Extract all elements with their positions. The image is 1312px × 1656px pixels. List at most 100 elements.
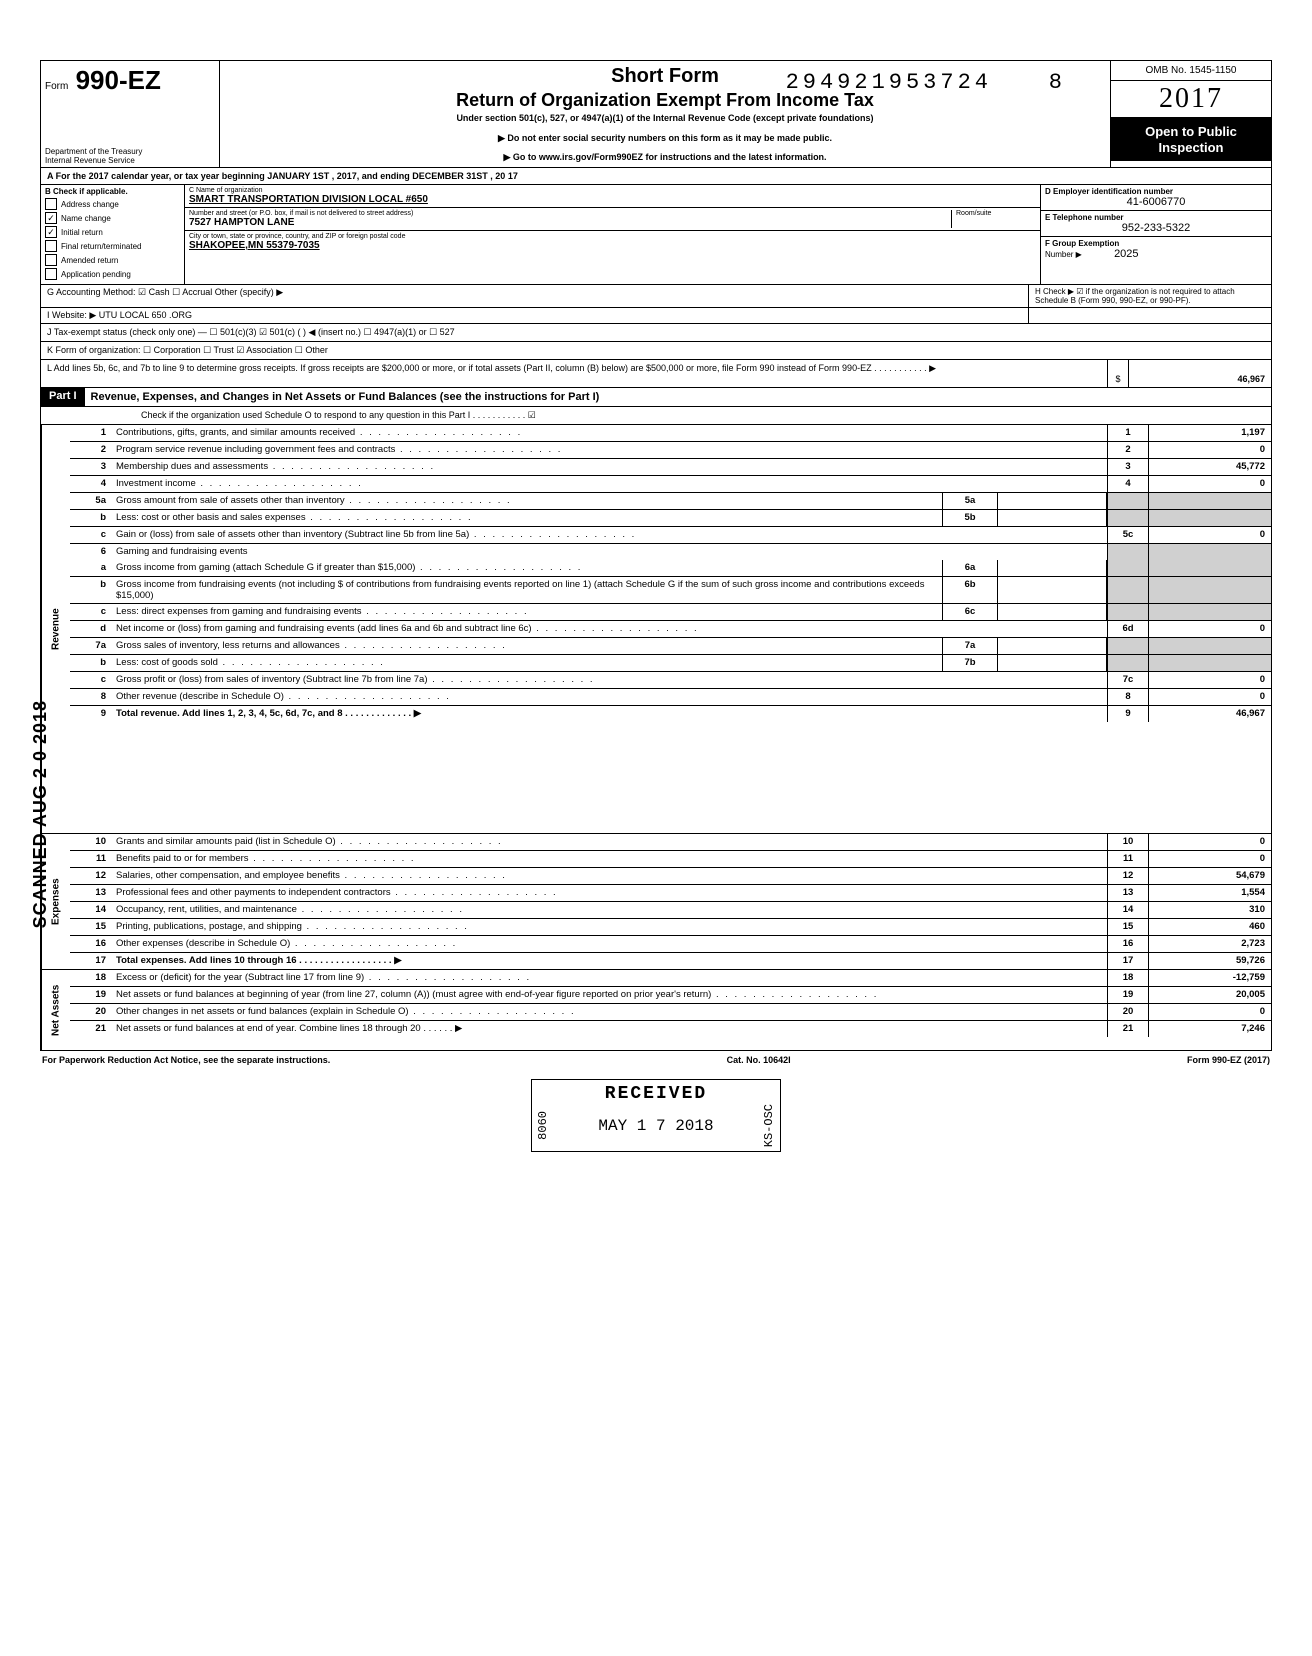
cb-name-change[interactable]: ✓Name change bbox=[45, 212, 180, 224]
right-num: 17 bbox=[1107, 953, 1148, 969]
right-val: 45,772 bbox=[1148, 459, 1271, 475]
form-header: Form 990-EZ Department of the Treasury I… bbox=[40, 60, 1272, 168]
right-val-shaded bbox=[1148, 560, 1271, 576]
room-label: Room/suite bbox=[956, 210, 1036, 217]
mid-box: 6c bbox=[942, 604, 998, 620]
right-num-shaded bbox=[1107, 655, 1148, 671]
right-num-shaded bbox=[1107, 560, 1148, 576]
line-text: Less: direct expenses from gaming and fu… bbox=[112, 604, 942, 620]
footer-cat-no: Cat. No. 10642I bbox=[727, 1055, 791, 1065]
line-5b: b Less: cost or other basis and sales ex… bbox=[70, 510, 1271, 527]
side-label-revenue: Revenue bbox=[41, 425, 70, 833]
line-num: 3 bbox=[70, 459, 112, 475]
right-val: 0 bbox=[1148, 476, 1271, 492]
inspection: Inspection bbox=[1113, 140, 1269, 156]
right-val-shaded bbox=[1148, 510, 1271, 526]
mid-box: 5b bbox=[942, 510, 998, 526]
line-num: 1 bbox=[70, 425, 112, 441]
part1-header-row: Part I Revenue, Expenses, and Changes in… bbox=[40, 388, 1272, 407]
line-num: 6 bbox=[70, 544, 112, 560]
cb-initial-return[interactable]: ✓Initial return bbox=[45, 226, 180, 238]
right-val: 0 bbox=[1148, 621, 1271, 637]
row-k-form-org: K Form of organization: ☐ Corporation ☐ … bbox=[40, 342, 1272, 360]
col-c-org-info: C Name of organization SMART TRANSPORTAT… bbox=[185, 185, 1041, 284]
phone-label: E Telephone number bbox=[1045, 213, 1124, 222]
mid-val bbox=[998, 493, 1107, 509]
right-val: 7,246 bbox=[1148, 1021, 1271, 1037]
right-num: 16 bbox=[1107, 936, 1148, 952]
cb-amended-return[interactable]: Amended return bbox=[45, 254, 180, 266]
cb-address-change[interactable]: Address change bbox=[45, 198, 180, 210]
right-num: 3 bbox=[1107, 459, 1148, 475]
line-text: Contributions, gifts, grants, and simila… bbox=[112, 425, 1107, 441]
right-val: 460 bbox=[1148, 919, 1271, 935]
right-num: 20 bbox=[1107, 1004, 1148, 1020]
line-text: Less: cost or other basis and sales expe… bbox=[112, 510, 942, 526]
group-exemption-label: F Group Exemption bbox=[1045, 239, 1119, 248]
line-6a: a Gross income from gaming (attach Sched… bbox=[70, 560, 1271, 577]
line-num: d bbox=[70, 621, 112, 637]
right-val: 46,967 bbox=[1148, 706, 1271, 722]
mid-box: 7b bbox=[942, 655, 998, 671]
line-num: 18 bbox=[70, 970, 112, 986]
received-stamp: RECEIVED 8060 MAY 1 7 2018 KS-OSC bbox=[531, 1079, 781, 1152]
line-text: Net assets or fund balances at end of ye… bbox=[112, 1021, 1107, 1037]
mid-box: 5a bbox=[942, 493, 998, 509]
line-num: b bbox=[70, 510, 112, 526]
open-public-inspection: Open to Public Inspection bbox=[1111, 118, 1271, 161]
line-12: 12 Salaries, other compensation, and emp… bbox=[70, 868, 1271, 885]
ein-value: 41-6006770 bbox=[1045, 196, 1267, 208]
line-9: 9 Total revenue. Add lines 1, 2, 3, 4, 5… bbox=[70, 706, 1271, 722]
section-b-through-f: B Check if applicable. Address change ✓N… bbox=[40, 185, 1272, 285]
right-num: 21 bbox=[1107, 1021, 1148, 1037]
right-num-shaded bbox=[1107, 604, 1148, 620]
right-val: 0 bbox=[1148, 1004, 1271, 1020]
right-num: 19 bbox=[1107, 987, 1148, 1003]
dept-treasury: Department of the Treasury Internal Reve… bbox=[45, 147, 142, 165]
dept-line1: Department of the Treasury bbox=[45, 147, 142, 156]
col-d-e-f: D Employer identification number 41-6006… bbox=[1041, 185, 1271, 284]
line-text: Total expenses. Add lines 10 through 16 … bbox=[112, 953, 1107, 969]
right-val: 59,726 bbox=[1148, 953, 1271, 969]
right-val: 0 bbox=[1148, 689, 1271, 705]
right-num: 9 bbox=[1107, 706, 1148, 722]
line-2: 2 Program service revenue including gove… bbox=[70, 442, 1271, 459]
right-val: 0 bbox=[1148, 851, 1271, 867]
side-label-expenses: Expenses bbox=[41, 834, 70, 969]
line-17: 17 Total expenses. Add lines 10 through … bbox=[70, 953, 1271, 969]
line-text: Net income or (loss) from gaming and fun… bbox=[112, 621, 1107, 637]
right-val: 0 bbox=[1148, 442, 1271, 458]
line-num: 9 bbox=[70, 706, 112, 722]
right-num-shaded bbox=[1107, 493, 1148, 509]
right-num: 11 bbox=[1107, 851, 1148, 867]
line-text: Less: cost of goods sold bbox=[112, 655, 942, 671]
cb-label: Application pending bbox=[61, 270, 131, 279]
right-val: 0 bbox=[1148, 527, 1271, 543]
right-num-shaded bbox=[1107, 577, 1148, 603]
cb-final-return[interactable]: Final return/terminated bbox=[45, 240, 180, 252]
cb-application-pending[interactable]: Application pending bbox=[45, 268, 180, 280]
right-num: 13 bbox=[1107, 885, 1148, 901]
right-val-shaded bbox=[1148, 577, 1271, 603]
cb-label: Address change bbox=[61, 200, 119, 209]
line-6: 6 Gaming and fundraising events bbox=[70, 544, 1271, 560]
line-text: Gaming and fundraising events bbox=[112, 544, 1107, 560]
line-num: a bbox=[70, 560, 112, 576]
line-text: Gross profit or (loss) from sales of inv… bbox=[112, 672, 1107, 688]
right-val: -12,759 bbox=[1148, 970, 1271, 986]
line-num: 8 bbox=[70, 689, 112, 705]
phone-value: 952-233-5322 bbox=[1045, 222, 1267, 234]
line-text: Excess or (deficit) for the year (Subtra… bbox=[112, 970, 1107, 986]
part1-label: Part I bbox=[41, 388, 85, 406]
ssn-note: ▶ Do not enter social security numbers o… bbox=[228, 133, 1102, 144]
line-num: 5a bbox=[70, 493, 112, 509]
line-text: Gross income from gaming (attach Schedul… bbox=[112, 560, 942, 576]
org-name: SMART TRANSPORTATION DIVISION LOCAL #650 bbox=[189, 194, 1036, 205]
line-text: Total revenue. Add lines 1, 2, 3, 4, 5c,… bbox=[112, 706, 1107, 722]
street-label: Number and street (or P.O. box, if mail … bbox=[189, 210, 951, 217]
line-7c: c Gross profit or (loss) from sales of i… bbox=[70, 672, 1271, 689]
right-val: 0 bbox=[1148, 672, 1271, 688]
line-text: Gain or (loss) from sale of assets other… bbox=[112, 527, 1107, 543]
city-value: SHAKOPEE,MN 55379-7035 bbox=[189, 240, 1036, 251]
right-num: 8 bbox=[1107, 689, 1148, 705]
